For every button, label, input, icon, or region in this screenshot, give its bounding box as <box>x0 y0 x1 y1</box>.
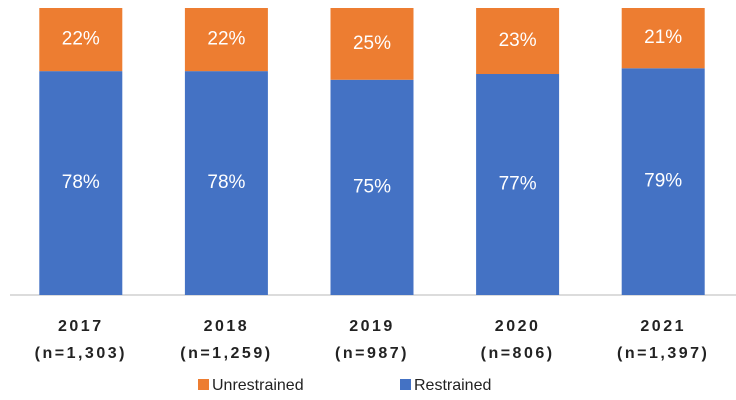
x-tick-label: (n=987) <box>335 345 409 362</box>
legend-label: Restrained <box>414 377 491 394</box>
value-label: 78% <box>62 172 100 193</box>
bar-segment <box>39 8 123 72</box>
legend-label: Unrestrained <box>212 377 304 394</box>
bar-segment <box>476 74 560 295</box>
legend-swatch <box>400 379 411 390</box>
legend-swatch <box>198 379 209 390</box>
bar-segment <box>184 8 268 72</box>
bar-segment <box>621 8 705 69</box>
x-tick-label: 2021 <box>640 318 686 335</box>
value-label: 75% <box>353 176 391 197</box>
bar-segment <box>184 71 268 295</box>
bar-segment <box>330 79 414 295</box>
x-tick-label: 2019 <box>349 318 395 335</box>
x-tick-label: 2017 <box>58 318 104 335</box>
bar-segment <box>330 8 414 80</box>
x-tick-label: (n=1,397) <box>617 345 709 362</box>
x-tick-label: (n=1,259) <box>180 345 272 362</box>
value-label: 79% <box>644 171 682 192</box>
value-label: 22% <box>62 29 100 50</box>
bar-segment <box>621 68 705 296</box>
x-tick-label: 2020 <box>495 318 541 335</box>
value-label: 21% <box>644 27 682 48</box>
x-tick-label: (n=1,303) <box>35 345 127 362</box>
value-label: 22% <box>207 29 245 50</box>
bar-segment <box>476 8 560 75</box>
value-label: 25% <box>353 33 391 54</box>
bar-segment <box>39 71 123 295</box>
value-label: 77% <box>499 174 537 195</box>
value-label: 78% <box>207 172 245 193</box>
x-tick-label: 2018 <box>204 318 250 335</box>
x-tick-label: (n=806) <box>481 345 555 362</box>
value-label: 23% <box>499 30 537 51</box>
